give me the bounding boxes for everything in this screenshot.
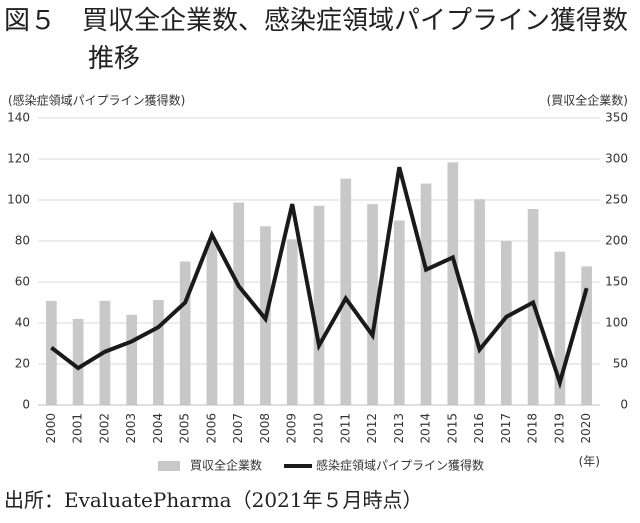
y2-tick-label: 150	[605, 275, 628, 289]
x-tick-label: 2012	[365, 413, 379, 444]
y2-tick-label: 200	[605, 234, 628, 248]
x-tick-label: 2009	[285, 413, 299, 444]
bar	[393, 220, 405, 405]
bar	[153, 300, 164, 405]
bar	[206, 241, 218, 405]
y2-tick-label: 350	[605, 111, 628, 125]
legend-swatch	[158, 461, 180, 471]
bar	[179, 261, 191, 405]
y2-tick-label: 300	[605, 152, 628, 166]
chart-title: 図５ 買収全企業数、感染症領域パイプライン獲得数推移	[4, 6, 629, 74]
x-tick-label: 2000	[44, 413, 58, 444]
bar	[581, 266, 592, 405]
y-tick-label: 140	[7, 111, 30, 125]
x-tick-label: 2018	[526, 413, 540, 444]
y2-tick-label: 0	[620, 398, 628, 412]
legend-label: 感染症領域パイプライン獲得数	[316, 458, 484, 473]
y2-tick-label: 100	[605, 316, 628, 330]
x-tick-label: 2001	[71, 413, 85, 444]
x-tick-label: 2005	[178, 413, 192, 444]
y-tick-label: 100	[7, 193, 30, 207]
x-tick-label: 2015	[445, 413, 459, 444]
y2-tick-label: 50	[613, 357, 628, 371]
x-tick-label: 2014	[419, 413, 433, 444]
bar	[313, 205, 325, 405]
bar	[72, 318, 84, 405]
x-tick-label: 2017	[499, 413, 513, 444]
bar	[447, 162, 459, 405]
y-tick-label: 40	[15, 316, 30, 330]
x-tick-label: 2003	[124, 413, 138, 444]
bar	[46, 300, 57, 405]
x-axis-label: (年)	[579, 455, 600, 469]
bar	[340, 178, 352, 405]
x-tick-label: 2006	[204, 413, 218, 444]
bar	[474, 199, 485, 405]
bar	[500, 241, 512, 405]
y-tick-label: 20	[15, 357, 30, 371]
y-axis-label: (感染症領域パイプライン獲得数)	[8, 93, 185, 108]
x-tick-label: 2004	[151, 413, 165, 444]
line	[50, 166, 589, 390]
x-tick-label: 2019	[552, 413, 566, 444]
bar	[367, 204, 378, 405]
bar	[420, 183, 432, 405]
y-tick-label: 120	[7, 152, 30, 166]
y2-tick-label: 250	[605, 193, 628, 207]
x-tick-label: 2013	[392, 413, 406, 444]
x-tick-label: 2020	[579, 413, 593, 444]
x-tick-label: 2008	[258, 413, 272, 444]
bar	[126, 314, 138, 405]
x-tick-label: 2011	[338, 413, 352, 444]
y-tick-label: 60	[15, 275, 30, 289]
y2-axis-label: (買収全企業数)	[547, 93, 628, 108]
y-tick-label: 0	[22, 398, 30, 412]
bar	[233, 202, 245, 405]
x-tick-label: 2016	[472, 413, 486, 444]
bar	[286, 239, 298, 405]
x-tick-label: 2010	[312, 413, 326, 444]
source-note: 出所：EvaluatePharma（2021年５月時点）	[4, 488, 423, 512]
legend-label: 買収全企業数	[190, 458, 262, 473]
x-tick-label: 2007	[231, 413, 245, 444]
x-tick-label: 2002	[97, 413, 111, 444]
y-tick-label: 80	[15, 234, 30, 248]
bar	[554, 251, 566, 405]
